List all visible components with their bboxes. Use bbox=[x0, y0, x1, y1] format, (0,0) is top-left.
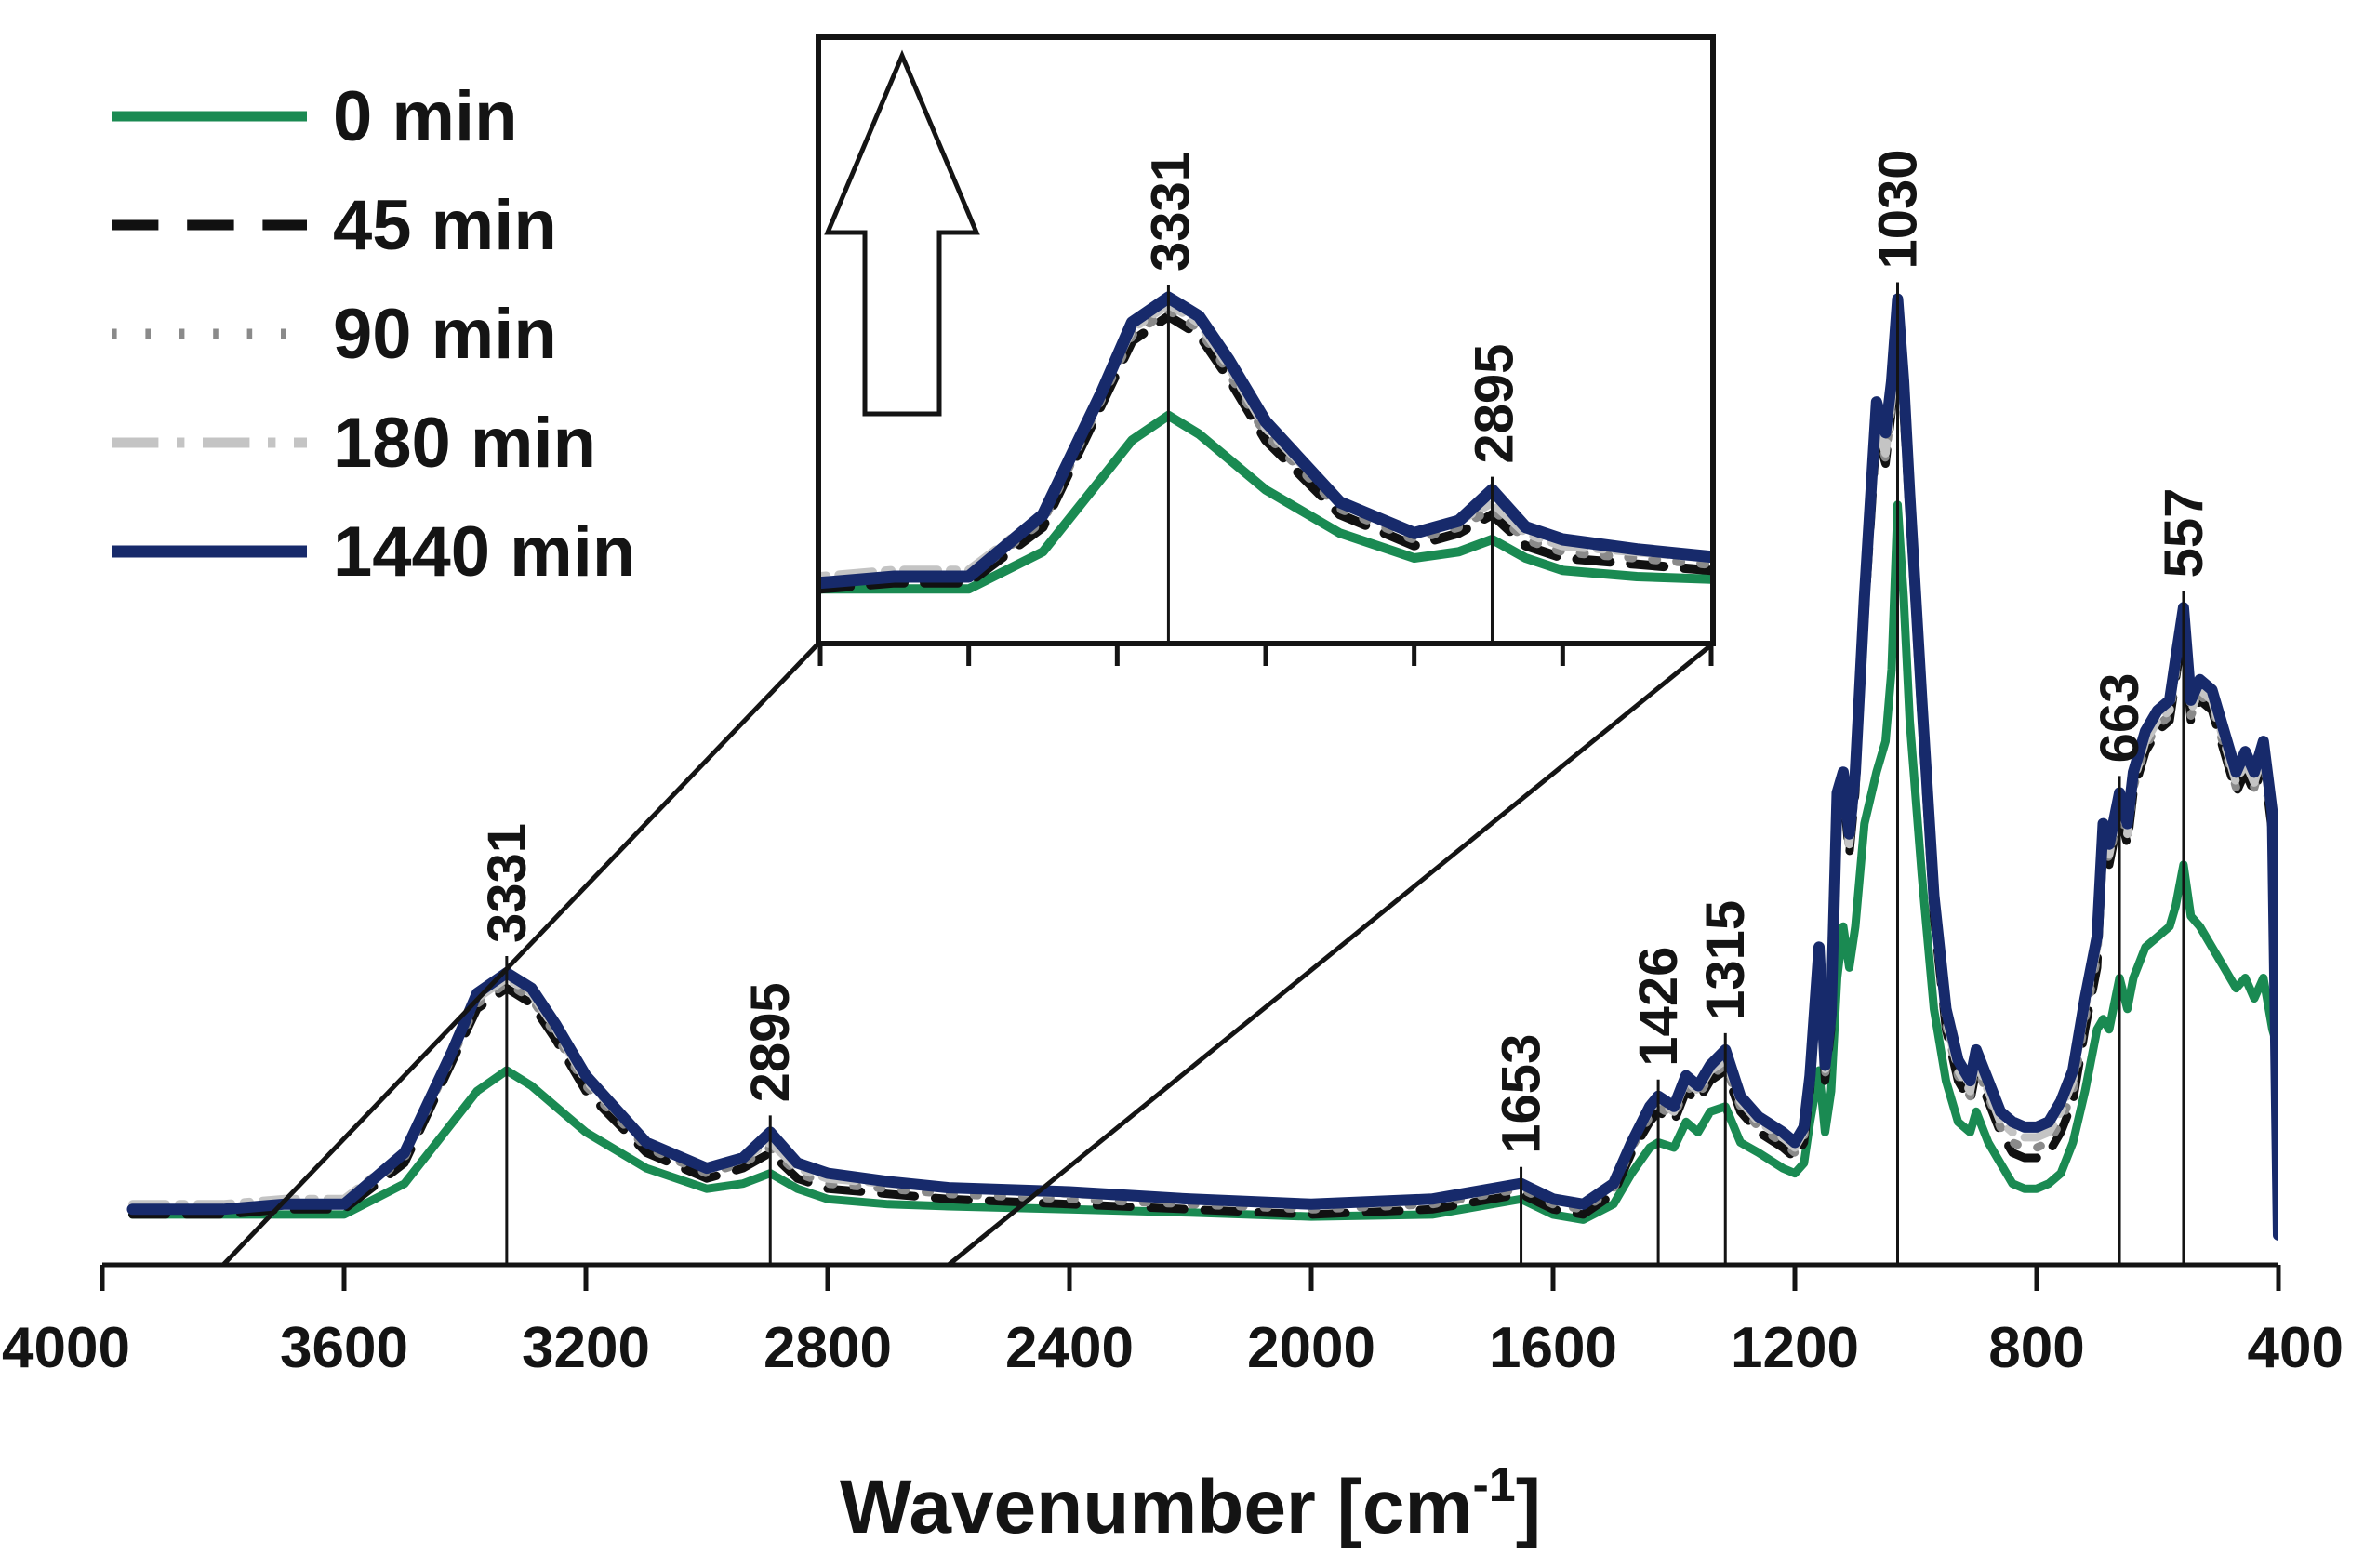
peak-label-1653: 1653 bbox=[1492, 1034, 1552, 1154]
peak-label-663: 663 bbox=[2090, 673, 2150, 764]
inset-zoom-panel: 3331 2895 bbox=[816, 34, 1716, 666]
x-tick-label-400: 400 bbox=[2248, 1316, 2344, 1380]
peak-label-557: 557 bbox=[2154, 488, 2214, 578]
x-axis-title-main: Wavenumber [cm bbox=[840, 1465, 1472, 1549]
x-axis-title: Wavenumber [cm-1] bbox=[840, 1458, 1541, 1549]
x-tick-label-4000: 4000 bbox=[2, 1316, 130, 1380]
x-tick-label-1200: 1200 bbox=[1731, 1316, 1859, 1380]
series-line-1440-min bbox=[126, 293, 2278, 1241]
x-axis: 4000 3600 3200 2800 2400 2000 1600 1200 800 400 bbox=[2, 1262, 2344, 1380]
inset-peak-label-2895: 2895 bbox=[1464, 344, 1524, 464]
zoom-line-right bbox=[947, 642, 1715, 1267]
x-tick-label-3200: 3200 bbox=[522, 1316, 650, 1380]
inset-peak-label-3331: 3331 bbox=[1140, 152, 1201, 272]
legend-label-90-min: 90 min bbox=[333, 295, 557, 374]
peak-label-3331: 3331 bbox=[477, 823, 538, 943]
x-tick-label-800: 800 bbox=[1988, 1316, 2084, 1380]
main-peak-annotations: 3331 2895 1653 1426 1315 1030 663 557 bbox=[477, 150, 2214, 1265]
legend-label-0-min: 0 min bbox=[333, 77, 518, 156]
legend: 0 min 45 min 90 min 180 min 1440 min bbox=[112, 77, 635, 591]
inset-series-group bbox=[820, 291, 1713, 594]
inset-frame bbox=[816, 34, 1716, 646]
x-tick-label-1600: 1600 bbox=[1489, 1316, 1617, 1380]
x-tick-label-2400: 2400 bbox=[1005, 1316, 1134, 1380]
peak-label-1030: 1030 bbox=[1868, 150, 1929, 270]
inset-series-line-1440-min bbox=[820, 291, 1713, 590]
x-axis-title-suffix: ] bbox=[1516, 1465, 1541, 1549]
series-line-0-min bbox=[128, 500, 2278, 1224]
zoom-connector-lines bbox=[221, 642, 1715, 1267]
x-tick-label-2800: 2800 bbox=[764, 1316, 892, 1380]
peak-label-2895: 2895 bbox=[740, 982, 801, 1102]
peak-label-1426: 1426 bbox=[1628, 947, 1689, 1067]
x-tick-label-2000: 2000 bbox=[1247, 1316, 1375, 1380]
inset-series-line-0-min bbox=[820, 410, 1713, 594]
up-arrow-icon bbox=[824, 49, 980, 417]
zoom-line-left bbox=[221, 642, 820, 1267]
legend-label-45-min: 45 min bbox=[333, 186, 557, 265]
inset-peak-annotations: 3331 2895 bbox=[1140, 152, 1524, 644]
legend-label-180-min: 180 min bbox=[333, 404, 596, 483]
inset-x-ticks bbox=[817, 644, 1714, 666]
main-series-group bbox=[126, 293, 2278, 1241]
peak-label-1315: 1315 bbox=[1695, 900, 1756, 1020]
legend-label-1440-min: 1440 min bbox=[333, 512, 635, 591]
x-tick-label-3600: 3600 bbox=[280, 1316, 408, 1380]
x-axis-title-superscript: -1 bbox=[1472, 1458, 1515, 1512]
